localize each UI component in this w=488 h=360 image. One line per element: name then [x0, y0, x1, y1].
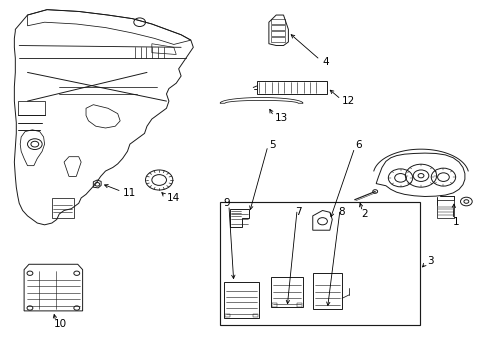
Text: 11: 11 [122, 188, 136, 198]
Text: 13: 13 [275, 113, 288, 123]
Bar [436, 201, 453, 218]
Bar [270, 25, 285, 30]
Text: 2: 2 [361, 209, 367, 219]
Text: 9: 9 [223, 198, 229, 208]
Bar [272, 303, 277, 307]
Bar [312, 273, 341, 309]
Text: 14: 14 [166, 193, 180, 203]
Bar [220, 202, 419, 325]
Text: 5: 5 [268, 140, 275, 150]
Bar [270, 31, 285, 36]
Bar [256, 81, 327, 94]
Text: 3: 3 [427, 256, 433, 266]
Text: 8: 8 [337, 207, 344, 217]
Bar [271, 277, 303, 307]
Text: 7: 7 [295, 207, 301, 217]
Text: 12: 12 [341, 96, 355, 106]
Text: 1: 1 [452, 217, 459, 227]
Bar [270, 19, 285, 24]
Text: 6: 6 [355, 140, 362, 150]
Text: 4: 4 [322, 57, 328, 67]
Text: 10: 10 [53, 319, 66, 329]
Bar [52, 198, 74, 218]
Bar [224, 314, 229, 318]
Bar [253, 314, 258, 318]
Bar [270, 37, 285, 42]
Bar [297, 303, 302, 307]
Bar [224, 282, 259, 318]
